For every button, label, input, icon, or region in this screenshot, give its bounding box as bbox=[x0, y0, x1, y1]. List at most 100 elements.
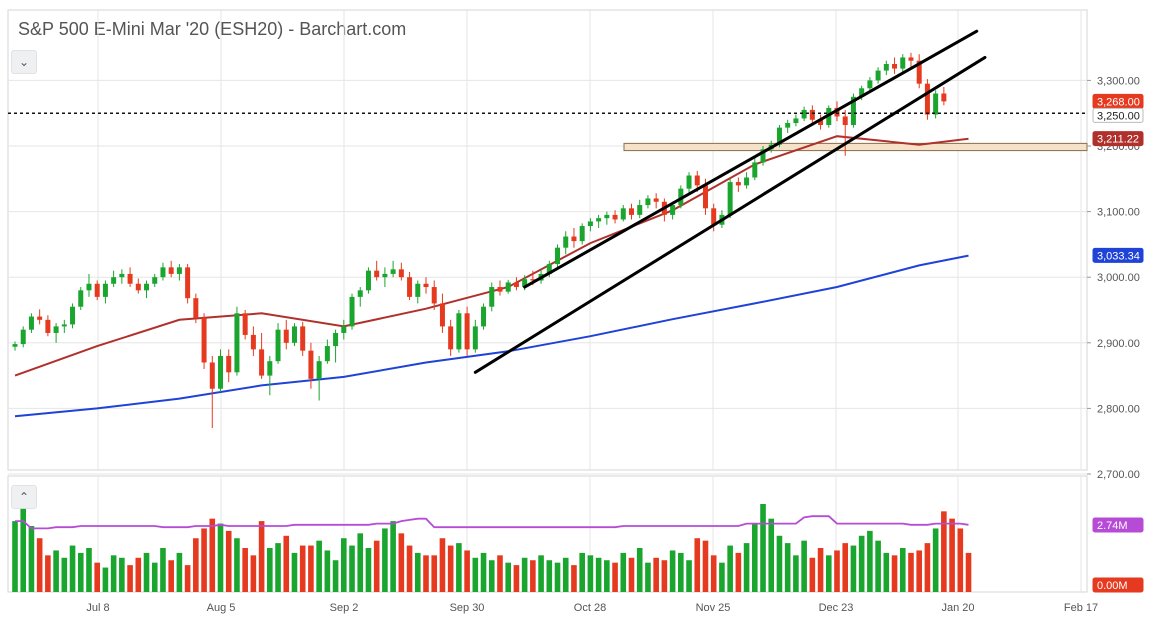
candle-body bbox=[185, 267, 191, 299]
candle-body bbox=[941, 93, 947, 102]
volume-bar bbox=[497, 555, 503, 592]
volume-bar bbox=[752, 523, 758, 592]
volume-bar bbox=[924, 543, 931, 592]
volume-bar bbox=[949, 518, 955, 592]
volume-bar bbox=[275, 543, 281, 592]
volume-bars bbox=[12, 504, 972, 592]
moving-average-long-line bbox=[14, 254, 969, 418]
volume-bar bbox=[661, 560, 668, 592]
volume-bar bbox=[12, 521, 18, 592]
volume-bar bbox=[193, 538, 199, 592]
volume-bar bbox=[184, 565, 191, 592]
volume-bar bbox=[932, 528, 939, 592]
volume-bar bbox=[488, 560, 495, 592]
candle-body bbox=[883, 64, 889, 71]
candle-body bbox=[933, 93, 939, 115]
volume-bar bbox=[28, 526, 35, 592]
volume-bar bbox=[398, 533, 405, 592]
price-label: 3,211.22 bbox=[1097, 134, 1139, 146]
trendlines bbox=[473, 29, 987, 374]
volume-bar bbox=[472, 557, 479, 592]
volume-bar bbox=[538, 555, 544, 592]
volume-bar bbox=[291, 552, 298, 592]
collapse-volume-panel-button[interactable]: ⌃ bbox=[11, 485, 37, 509]
volume-bar bbox=[283, 535, 290, 592]
volume-bar bbox=[77, 552, 84, 592]
candle-body bbox=[563, 236, 569, 248]
candle-body bbox=[135, 283, 141, 291]
volume-bar bbox=[439, 538, 446, 592]
volume-bar bbox=[349, 545, 355, 592]
volume-bar bbox=[883, 552, 890, 592]
candle-body bbox=[176, 267, 182, 274]
axes: 3,300.003,200.003,100.003,000.002,900.00… bbox=[86, 75, 1139, 614]
chart-title: S&P 500 E-Mini Mar '20 (ESH20) - Barchar… bbox=[18, 19, 407, 39]
candle-body bbox=[670, 205, 676, 215]
candle-body bbox=[308, 350, 314, 379]
volume-label-box bbox=[1092, 517, 1144, 533]
support-zone bbox=[623, 142, 1088, 152]
candle-body bbox=[645, 198, 651, 206]
candle-body bbox=[513, 282, 519, 288]
volume-bar bbox=[554, 562, 561, 592]
candle-body bbox=[653, 198, 659, 202]
upper-channel-trendline bbox=[523, 29, 979, 289]
volume-bar bbox=[653, 557, 659, 592]
candle-body bbox=[744, 177, 750, 186]
volume-bar bbox=[842, 543, 849, 592]
volume-bar bbox=[316, 540, 322, 592]
volume-bar bbox=[760, 504, 766, 592]
candle-body bbox=[752, 162, 758, 178]
x-tick-label: Dec 23 bbox=[819, 602, 854, 614]
y-tick-label: 3,000.00 bbox=[1097, 272, 1140, 284]
candle-body bbox=[530, 279, 536, 281]
volume-bar bbox=[127, 565, 133, 592]
x-tick-label: Sep 30 bbox=[450, 602, 485, 614]
volume-bar bbox=[225, 530, 232, 592]
candle-body bbox=[448, 326, 454, 350]
candle-body bbox=[20, 329, 26, 345]
volume-bar bbox=[406, 545, 413, 592]
volume-bar bbox=[299, 545, 306, 592]
volume-bar bbox=[505, 562, 511, 592]
volume-bar bbox=[513, 565, 520, 592]
volume-bar bbox=[628, 557, 635, 592]
volume-bar bbox=[135, 557, 142, 592]
volume-bar bbox=[899, 548, 906, 592]
candle-body bbox=[711, 208, 717, 225]
candle-body bbox=[111, 277, 117, 284]
volume-bar bbox=[86, 548, 92, 592]
volume-bar bbox=[110, 555, 117, 592]
volume-bar bbox=[151, 562, 158, 592]
volume-bar bbox=[119, 557, 125, 592]
candle-body bbox=[875, 70, 881, 81]
y-tick-label: 2,800.00 bbox=[1097, 403, 1140, 415]
candle-body bbox=[168, 267, 174, 274]
volume-bar bbox=[834, 550, 840, 592]
candle-body bbox=[94, 283, 100, 297]
volume-bar bbox=[941, 511, 947, 592]
candle-body bbox=[850, 96, 856, 126]
volume-bar bbox=[53, 550, 59, 592]
volume-label-box bbox=[1092, 577, 1144, 593]
candle-body bbox=[45, 319, 51, 333]
volume-bar bbox=[456, 543, 462, 592]
volume-bar bbox=[686, 560, 692, 592]
candles[interactable] bbox=[12, 52, 947, 429]
volume-bar bbox=[69, 545, 76, 592]
candle-body bbox=[415, 283, 421, 297]
x-tick-label: Feb 17 bbox=[1064, 602, 1098, 614]
candle-body bbox=[596, 218, 602, 222]
candle-body bbox=[694, 175, 700, 186]
collapse-price-panel-button[interactable]: ⌄ bbox=[11, 50, 37, 74]
candle-body bbox=[218, 355, 223, 389]
candle-body bbox=[579, 226, 585, 242]
support-zone-box bbox=[623, 142, 1088, 152]
volume-bar bbox=[94, 562, 100, 592]
candle-body bbox=[859, 88, 865, 97]
candle-body bbox=[916, 60, 922, 84]
candle-body bbox=[291, 326, 297, 343]
volume-bar bbox=[604, 560, 610, 592]
candle-body bbox=[382, 273, 388, 278]
